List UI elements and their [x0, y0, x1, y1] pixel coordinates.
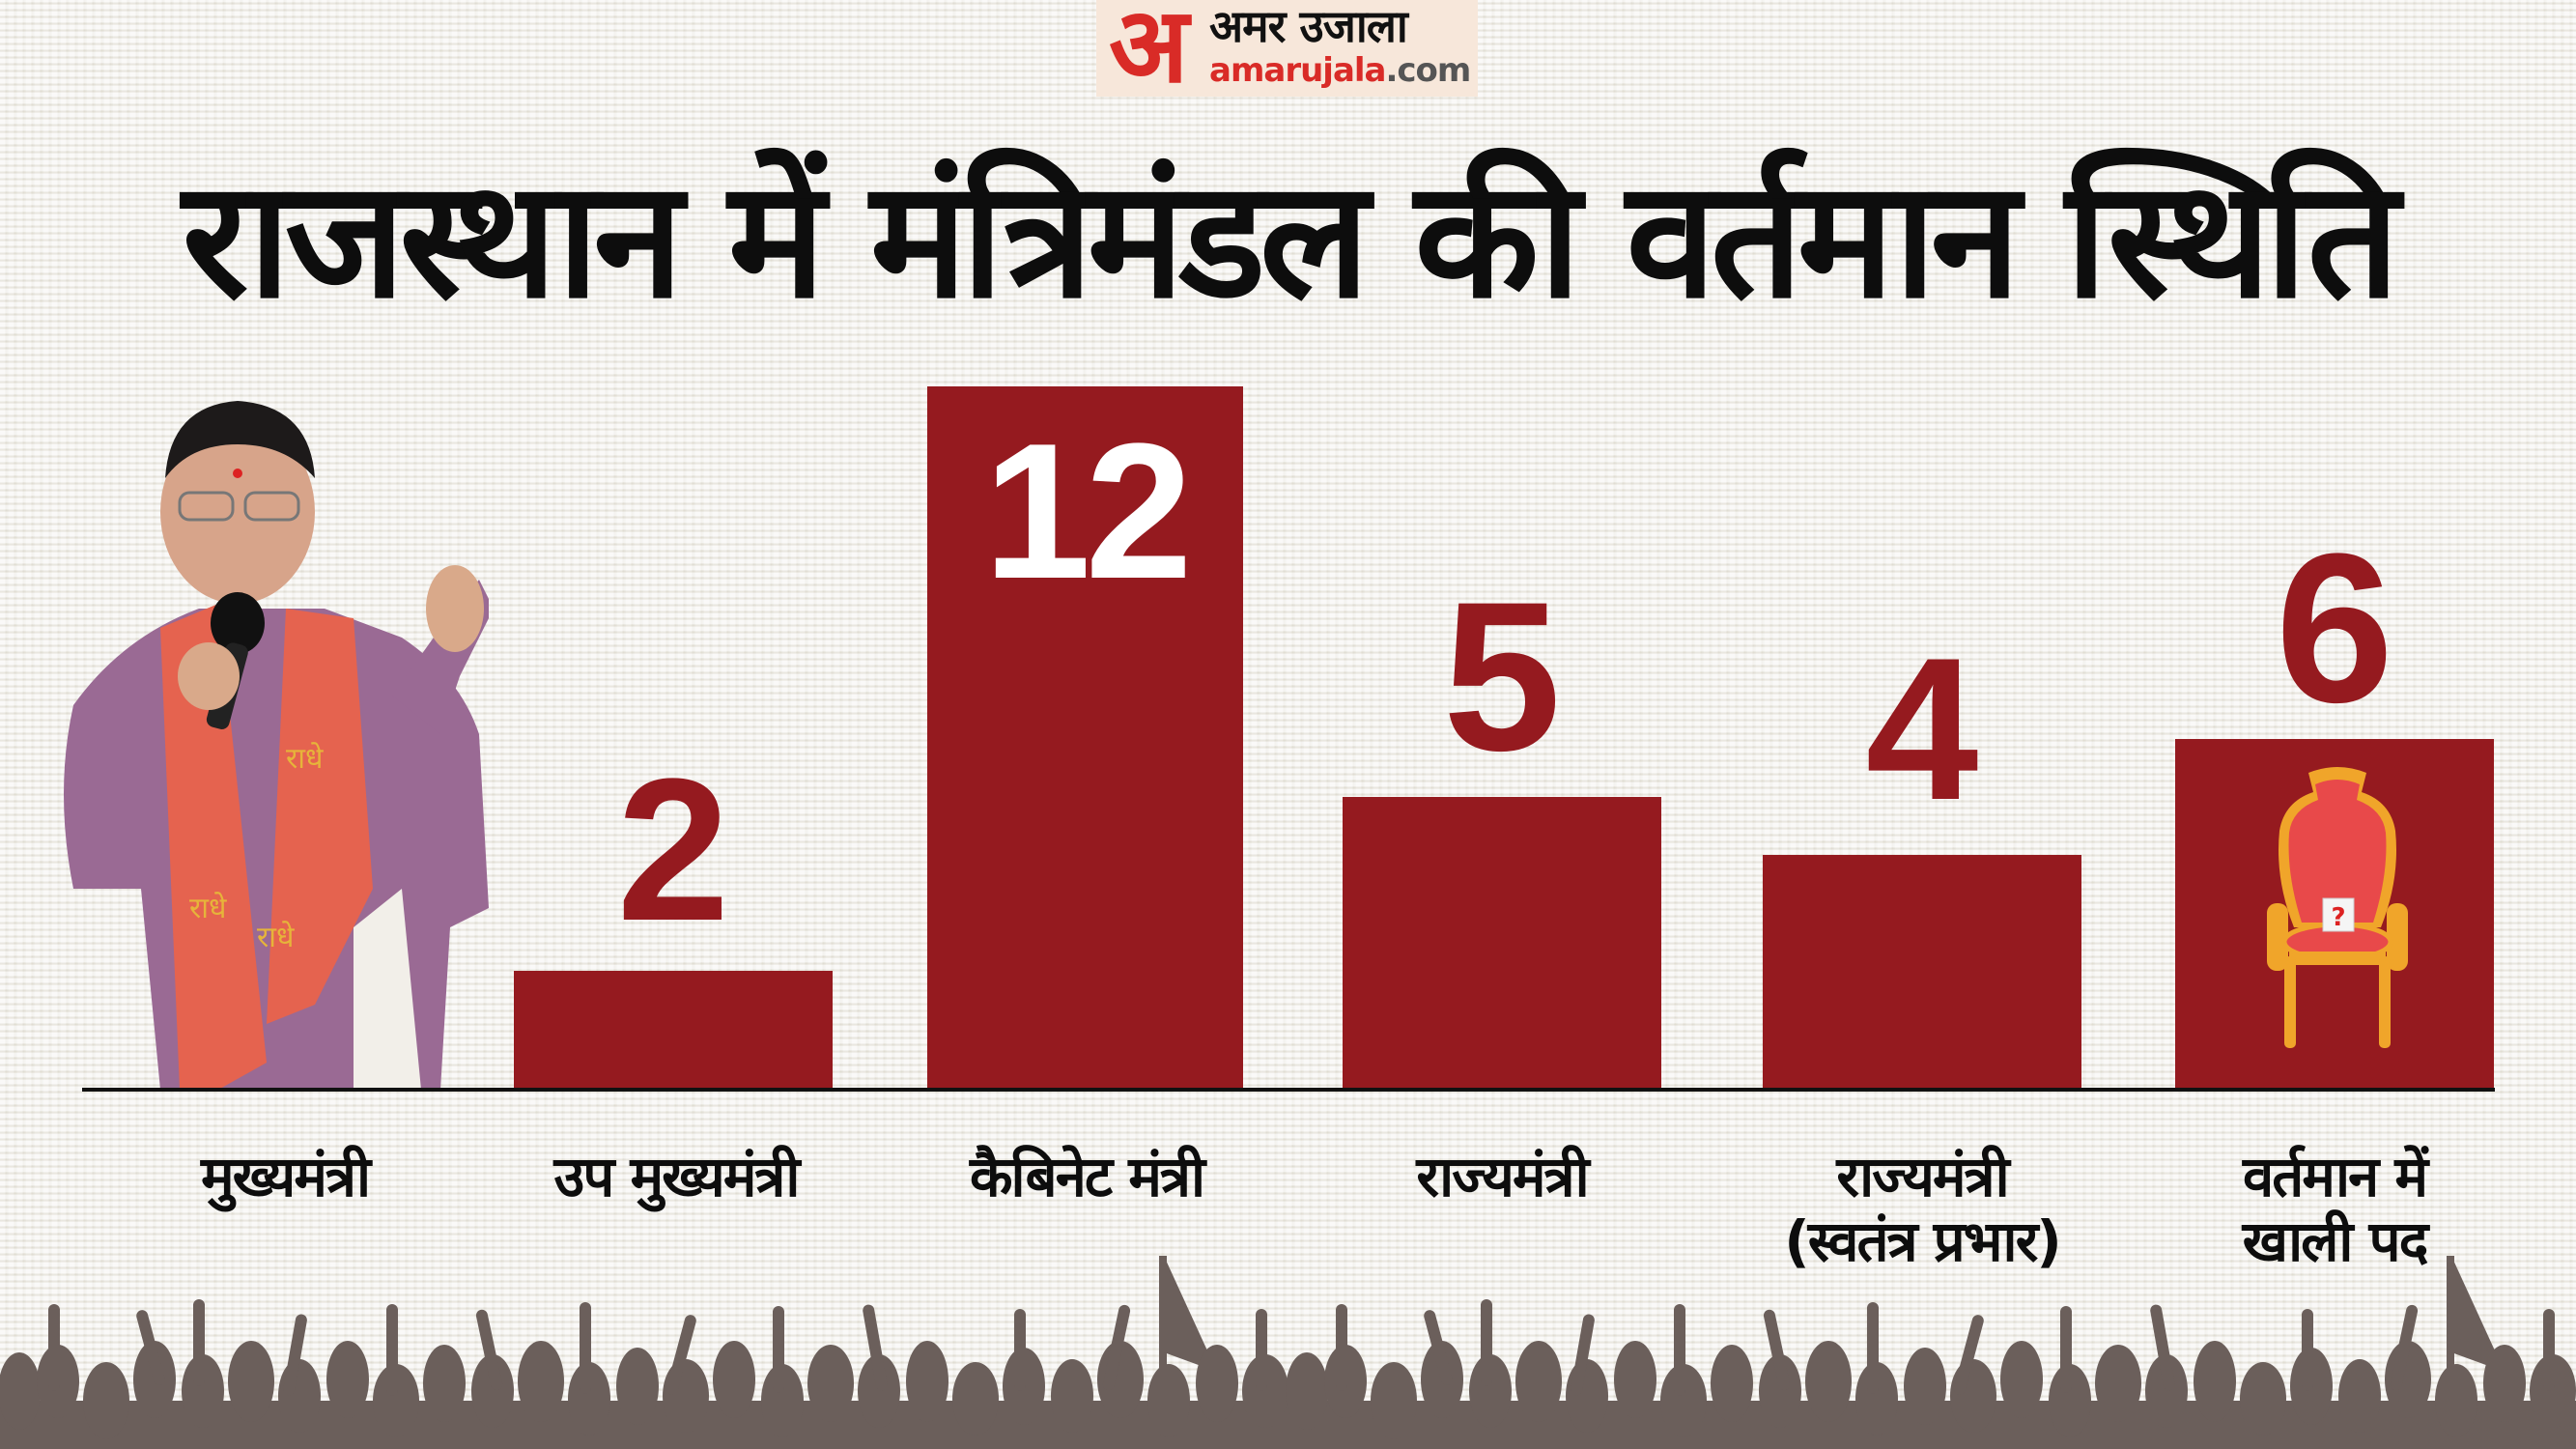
logo-background — [1096, 0, 1478, 97]
logo-site-url: amarujala.com — [1209, 51, 1471, 90]
chief-minister-photo: राधे राधे राधे — [64, 401, 489, 1090]
logo-mark: अ — [1109, 0, 1188, 106]
svg-text:राधे: राधे — [257, 921, 295, 954]
label-vacant-posts: वर्तमान में खाली पद — [2132, 1145, 2537, 1273]
bar-ministers-of-state-independent — [1763, 855, 2081, 1090]
svg-text:राधे: राधे — [286, 742, 324, 776]
svg-text:राधे: राधे — [189, 892, 227, 925]
empty-throne-icon: ? — [2267, 767, 2408, 1048]
crowd-silhouette-decoration — [0, 1256, 2576, 1449]
label-chief-minister: मुख्यमंत्री — [82, 1145, 488, 1209]
bar-value-ministers-of-state-independent: 4 — [1865, 615, 1979, 842]
label-line-1: कैबिनेट मंत्री — [969, 1144, 1205, 1209]
question-mark: ? — [2331, 903, 2345, 932]
bar-ministers-of-state — [1343, 797, 1661, 1090]
logo-site-main: amarujala — [1209, 51, 1386, 90]
bar-deputy-cm — [514, 971, 833, 1090]
label-line-2: खाली पद — [2242, 1208, 2429, 1274]
label-line-1: उप मुख्यमंत्री — [553, 1144, 801, 1209]
bar-value-vacant-posts: 6 — [2275, 509, 2394, 747]
label-ministers-of-state: राज्यमंत्री — [1299, 1145, 1705, 1209]
label-ministers-of-state-independent: राज्यमंत्री (स्वतंत्र प्रभार) — [1719, 1145, 2125, 1273]
bar-value-ministers-of-state: 5 — [1442, 557, 1562, 795]
logo-hindi-name: अमर उजाला — [1209, 0, 1408, 52]
bar-value-deputy-cm: 2 — [616, 736, 730, 963]
label-line-2: (स्वतंत्र प्रभार) — [1784, 1208, 2062, 1274]
bar-value-cabinet-ministers: 12 — [983, 404, 1192, 619]
label-line-1: वर्तमान में — [2242, 1144, 2428, 1209]
label-line-1: राज्यमंत्री — [1416, 1144, 1589, 1209]
label-deputy-cm: उप मुख्यमंत्री — [473, 1145, 879, 1209]
label-line-1: राज्यमंत्री — [1836, 1144, 2009, 1209]
label-line-1: मुख्यमंत्री — [201, 1144, 371, 1209]
chart-baseline — [82, 1088, 2495, 1092]
logo-site-tld: .com — [1385, 51, 1471, 90]
chart-title: राजस्थान में मंत्रिमंडल की वर्तमान स्थित… — [182, 145, 2400, 334]
bar-cabinet-ministers — [927, 386, 1243, 1090]
label-cabinet-ministers: कैबिनेट मंत्री — [884, 1145, 1289, 1209]
